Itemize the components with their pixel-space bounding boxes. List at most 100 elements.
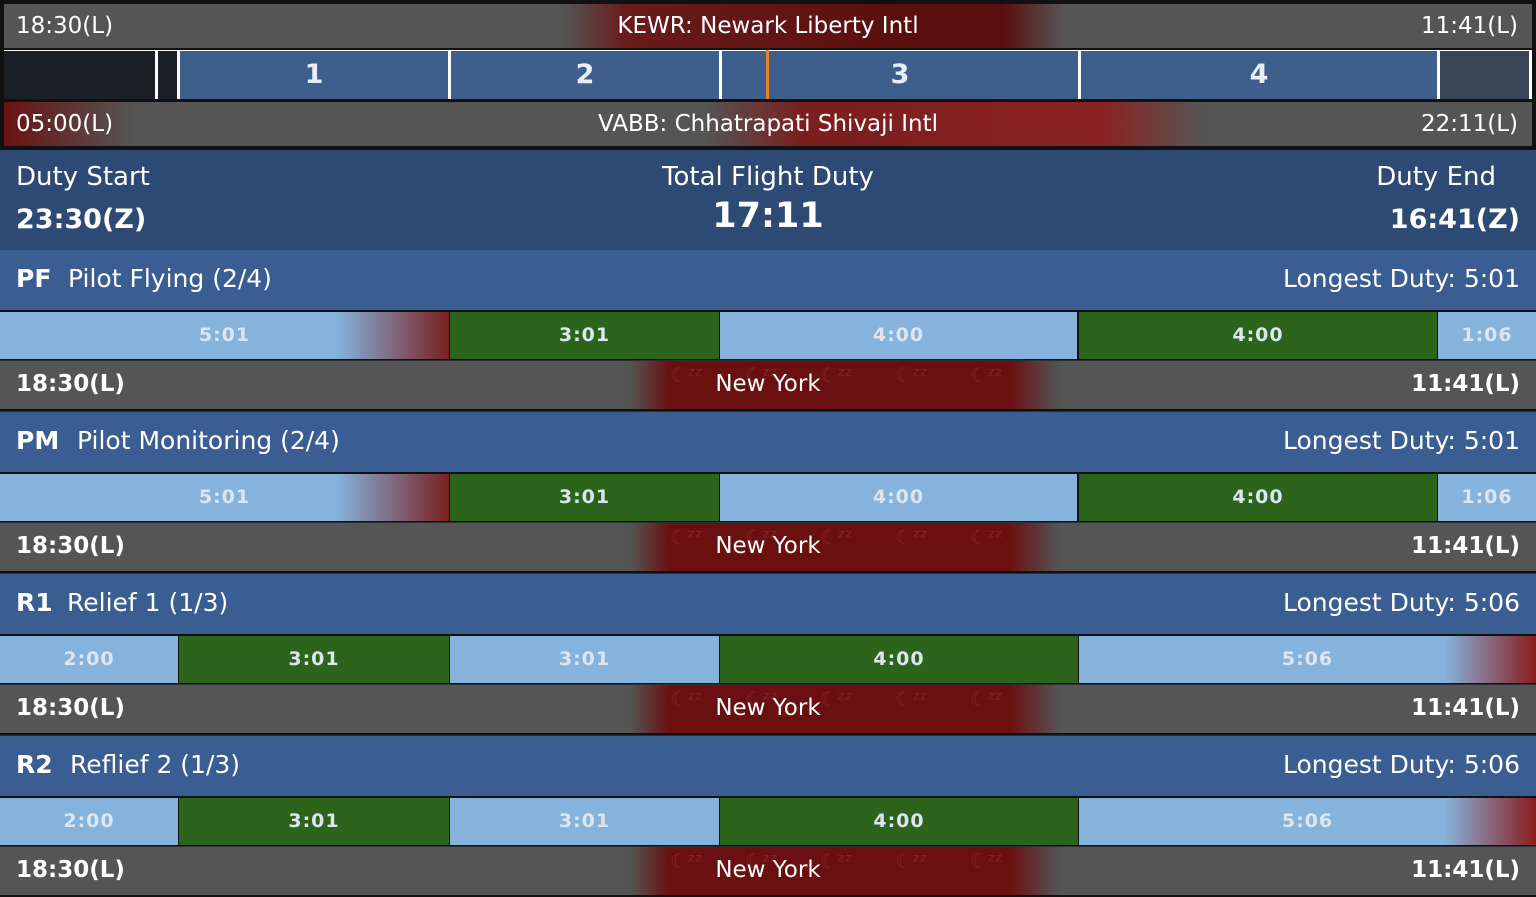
duty-start-value: 23:30(Z) [16, 204, 147, 235]
sleep-icon: ☾ᶻᶻ [895, 525, 928, 549]
departure-row: 18:30(L) KEWR: Newark Liberty Intl 11:41… [4, 4, 1532, 48]
arrival-row: 05:00(L) VABB: Chhatrapati Shivaji Intl … [4, 102, 1532, 146]
crew-code: R2 [16, 750, 53, 779]
rest-segment[interactable]: 5:06 [1079, 636, 1536, 683]
sleep-icon: ☾ᶻᶻ [970, 849, 1003, 873]
sleep-icon: ☾ᶻᶻ [670, 363, 703, 387]
sleep-icon: ☾ᶻᶻ [670, 849, 703, 873]
crew-duty-bar: 5:01 3:01 4:00 4:00 1:06 [0, 310, 1536, 360]
sleep-icon: ☾ᶻᶻ [820, 363, 853, 387]
sleep-icon: ☾ᶻᶻ [970, 687, 1003, 711]
sector-4[interactable]: 4 [1081, 51, 1437, 99]
crew-header-r1[interactable]: R1 Relief 1 (1/3) Longest Duty: 5:06 [0, 574, 1536, 634]
crew-role-name: Pilot Monitoring (2/4) [77, 426, 340, 455]
crew-end-time: 11:41(L) [1411, 857, 1520, 883]
arrival-left-time: 05:00(L) [16, 111, 114, 137]
sleep-icon: ☾ᶻᶻ [970, 363, 1003, 387]
sleep-icon: ☾ᶻᶻ [820, 525, 853, 549]
flying-segment[interactable]: 4:00 [1079, 474, 1437, 521]
crew-start-time: 18:30(L) [16, 371, 125, 397]
arrival-right-time: 22:11(L) [1420, 111, 1518, 137]
longest-duty: Longest Duty: 5:06 [1282, 750, 1520, 779]
crew-start-time: 18:30(L) [16, 695, 125, 721]
sleep-icon: ☾ᶻᶻ [970, 525, 1003, 549]
crew-start-time: 18:30(L) [16, 533, 125, 559]
flying-segment[interactable]: 4:00 [720, 636, 1078, 683]
route-timeline: 18:30(L) KEWR: Newark Liberty Intl 11:41… [0, 0, 1536, 150]
crew-duty-bar: 2:00 3:01 3:01 4:00 5:06 [0, 634, 1536, 684]
arrival-airport: VABB: Chhatrapati Shivaji Intl [597, 111, 939, 137]
flying-segment[interactable]: 3:01 [179, 798, 449, 845]
crew-code: PM [16, 426, 60, 455]
crew-rest-location: New York [715, 857, 821, 883]
crew-duty-bar: 5:01 3:01 4:00 4:00 1:06 [0, 472, 1536, 522]
sleep-icon: ☾ᶻᶻ [745, 849, 778, 873]
sleep-icon: ☾ᶻᶻ [745, 525, 778, 549]
flying-segment[interactable]: 4:00 [720, 798, 1078, 845]
rest-segment[interactable]: 2:00 [0, 798, 178, 845]
post-duty-block [1440, 51, 1529, 99]
rest-segment[interactable]: 5:06 [1079, 798, 1536, 845]
rest-segment[interactable]: 3:01 [450, 636, 719, 683]
crew-end-time: 11:41(L) [1411, 695, 1520, 721]
departure-left-time: 18:30(L) [16, 13, 114, 39]
crew-location-row: ☾ᶻᶻ ☾ᶻᶻ ☾ᶻᶻ ☾ᶻᶻ ☾ᶻᶻ 18:30(L) New York 11:41(L) [0, 685, 1536, 735]
crew-role-name: Reflief 2 (1/3) [70, 750, 241, 779]
sleep-icon: ☾ᶻᶻ [670, 687, 703, 711]
crew-location-row: ☾ᶻᶻ ☾ᶻᶻ ☾ᶻᶻ ☾ᶻᶻ ☾ᶻᶻ 18:30(L) New York 11:41(L) [0, 847, 1536, 897]
longest-duty: Longest Duty: 5:01 [1282, 264, 1520, 293]
crew-header-pf[interactable]: PF Pilot Flying (2/4) Longest Duty: 5:01 [0, 250, 1536, 310]
crew-role-name: Relief 1 (1/3) [67, 588, 229, 617]
sleep-icon: ☾ᶻᶻ [820, 687, 853, 711]
sector-1[interactable]: 1 [180, 51, 448, 99]
crew-header-r2[interactable]: R2 Reflief 2 (1/3) Longest Duty: 5:06 [0, 736, 1536, 796]
crew-start-time: 18:30(L) [16, 857, 125, 883]
crew-location-row: ☾ᶻᶻ ☾ᶻᶻ ☾ᶻᶻ ☾ᶻᶻ ☾ᶻᶻ 18:30(L) New York 11:41(L) [0, 361, 1536, 411]
total-duty-value: 17:11 [712, 196, 824, 236]
flying-segment[interactable]: 3:01 [450, 312, 719, 359]
duty-summary: Duty Start 23:30(Z) Total Flight Duty 17… [0, 150, 1536, 250]
sector-3[interactable]: 3 [722, 51, 1078, 99]
sector-2[interactable]: 2 [451, 51, 719, 99]
sleep-icon: ☾ᶻᶻ [745, 363, 778, 387]
rest-segment[interactable]: 5:01 [0, 474, 449, 521]
sleep-icon: ☾ᶻᶻ [745, 687, 778, 711]
crew-duty-bar: 2:00 3:01 3:01 4:00 5:06 [0, 796, 1536, 846]
rest-segment[interactable]: 1:06 [1438, 312, 1536, 359]
sleep-icon: ☾ᶻᶻ [895, 363, 928, 387]
rest-segment[interactable]: 4:00 [720, 474, 1077, 521]
crew-code: R1 [16, 588, 53, 617]
briefing-block [158, 51, 177, 99]
rest-segment[interactable]: 1:06 [1438, 474, 1536, 521]
crew-role-name: Pilot Flying (2/4) [68, 264, 272, 293]
rest-segment[interactable]: 3:01 [450, 798, 719, 845]
total-duty-label: Total Flight Duty [662, 162, 874, 192]
crew-rest-location: New York [715, 695, 821, 721]
flying-segment[interactable]: 3:01 [450, 474, 719, 521]
departure-right-time: 11:41(L) [1420, 13, 1518, 39]
sleep-icon: ☾ᶻᶻ [820, 849, 853, 873]
duty-end-label: Duty End [1376, 162, 1496, 192]
current-time-marker [766, 50, 769, 99]
rest-segment[interactable]: 5:01 [0, 312, 449, 359]
sleep-icon: ☾ᶻᶻ [895, 849, 928, 873]
sleep-icon: ☾ᶻᶻ [670, 525, 703, 549]
pre-duty-block [4, 51, 155, 99]
longest-duty: Longest Duty: 5:06 [1282, 588, 1520, 617]
crew-end-time: 11:41(L) [1411, 371, 1520, 397]
crew-rest-location: New York [715, 371, 821, 397]
crew-end-time: 11:41(L) [1411, 533, 1520, 559]
sleep-icon: ☾ᶻᶻ [895, 687, 928, 711]
longest-duty: Longest Duty: 5:01 [1282, 426, 1520, 455]
flying-segment[interactable]: 3:01 [179, 636, 449, 683]
crew-code: PF [16, 264, 52, 293]
crew-rest-location: New York [715, 533, 821, 559]
duty-start-label: Duty Start [16, 162, 150, 192]
rest-segment[interactable]: 2:00 [0, 636, 178, 683]
rest-segment[interactable]: 4:00 [720, 312, 1077, 359]
flying-segment[interactable]: 4:00 [1079, 312, 1437, 359]
crew-header-pm[interactable]: PM Pilot Monitoring (2/4) Longest Duty: 5:… [0, 412, 1536, 472]
departure-airport: KEWR: Newark Liberty Intl [617, 13, 919, 39]
duty-end-value: 16:41(Z) [1389, 204, 1520, 235]
crew-location-row: ☾ᶻᶻ ☾ᶻᶻ ☾ᶻᶻ ☾ᶻᶻ ☾ᶻᶻ 18:30(L) New York 11:41(L) [0, 523, 1536, 573]
